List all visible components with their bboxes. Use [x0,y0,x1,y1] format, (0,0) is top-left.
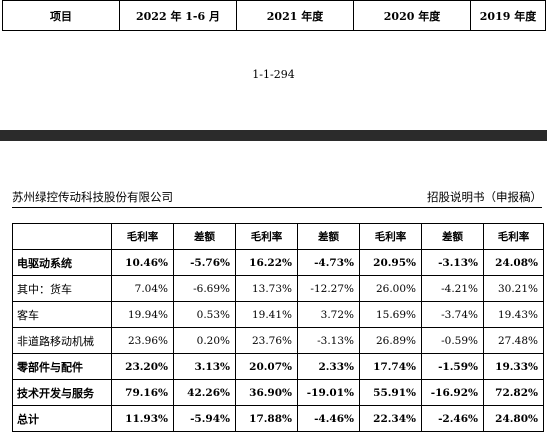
table-header-cell: 毛利率 [111,223,174,250]
table-header-cell: 差额 [173,223,236,250]
running-header: 苏州绿控传动科技股份有限公司 招股说明书（申报稿） [12,189,542,208]
row-label: 其中：货车 [12,275,112,302]
table-cell: 0.53% [173,301,236,328]
table-cell: 7.04% [111,275,174,302]
table-cell: 19.41% [235,301,298,328]
table-cell: 3.72% [297,301,360,328]
table-cell: -4.21% [421,275,484,302]
top-header-cell: 2019 年度 [470,0,546,31]
table-cell: 19.33% [483,353,544,380]
top-header-cell: 2020 年度 [353,0,471,31]
table-cell: 13.73% [235,275,298,302]
table-header-cell: 差额 [297,223,360,250]
table-cell: 3.13% [173,353,236,380]
table-cell: -4.73% [297,249,360,276]
table-cell: -0.59% [421,327,484,354]
table-cell: 16.22% [235,249,298,276]
table-cell: -3.74% [421,301,484,328]
table-cell: 17.74% [359,353,422,380]
table-row: 技术开发与服务 79.16% 42.26% 36.90% -19.01% 55.91% -1… [12,379,544,406]
table-cell: -19.01% [297,379,360,406]
table-cell: 10.46% [111,249,174,276]
table-cell: 19.43% [483,301,544,328]
table-header-cell: 毛利率 [235,223,298,250]
table-cell: 23.76% [235,327,298,354]
table-cell: 24.08% [483,249,544,276]
table-cell: -16.92% [421,379,484,406]
table-cell: 20.07% [235,353,298,380]
gross-margin-table: 毛利率 差额 毛利率 差额 毛利率 差额 毛利率 电驱动系统 10.46% -5.76% 16.22… [12,223,544,432]
document-name: 招股说明书（申报稿） [427,190,542,204]
table-header-cell: 毛利率 [483,223,544,250]
table-header-cell: 差额 [421,223,484,250]
table-cell: 55.91% [359,379,422,406]
table-cell: 79.16% [111,379,174,406]
top-header-row: 项目 2022 年 1-6 月 2021 年度 2020 年度 2019 年度 [2,0,546,31]
table-header-empty [12,223,112,250]
table-row: 非道路移动机械 23.96% 0.20% 23.76% -3.13% 26.89% -0.5… [12,327,544,354]
row-label: 非道路移动机械 [12,327,112,354]
table-cell: 30.21% [483,275,544,302]
table-cell: 19.94% [111,301,174,328]
top-header-cell: 项目 [2,0,120,31]
table-cell: 42.26% [173,379,236,406]
table-cell: -3.13% [421,249,484,276]
table-cell: 72.82% [483,379,544,406]
table-cell: -6.69% [173,275,236,302]
table-cell: 27.48% [483,327,544,354]
table-cell: 23.20% [111,353,174,380]
table-cell: 0.20% [173,327,236,354]
table-cell: 36.90% [235,379,298,406]
table-cell: 20.95% [359,249,422,276]
table-row: 零部件与配件 23.20% 3.13% 20.07% 2.33% 17.74% -1.59%… [12,353,544,380]
top-header-cell: 2021 年度 [236,0,354,31]
top-header-table: 项目 2022 年 1-6 月 2021 年度 2020 年度 2019 年度 [2,0,546,31]
table-cell: -12.27% [297,275,360,302]
row-label: 客车 [12,301,112,328]
row-label: 电驱动系统 [12,249,112,276]
table-cell: 26.89% [359,327,422,354]
table-cell: 23.96% [111,327,174,354]
table-cell: -3.13% [297,327,360,354]
page-number: 1-1-294 [252,68,295,81]
row-label: 零部件与配件 [12,353,112,380]
table-header-cell: 毛利率 [359,223,422,250]
table-cell: -5.76% [173,249,236,276]
table-header-row: 毛利率 差额 毛利率 差额 毛利率 差额 毛利率 [12,223,544,250]
top-header-cell: 2022 年 1-6 月 [119,0,237,31]
table-cell: 26.00% [359,275,422,302]
table-row: 客车 19.94% 0.53% 19.41% 3.72% 15.69% -3.74% 19.4… [12,301,544,328]
table-cell: 15.69% [359,301,422,328]
company-name: 苏州绿控传动科技股份有限公司 [12,190,173,204]
table-cell: 2.33% [297,353,360,380]
table-row: 其中：货车 7.04% -6.69% 13.73% -12.27% 26.00% -4.21… [12,275,544,302]
table-row: 电驱动系统 10.46% -5.76% 16.22% -4.73% 20.95% -3.13… [12,249,544,276]
page-break-bar [0,130,547,141]
table-cell: -1.59% [421,353,484,380]
row-label: 技术开发与服务 [12,379,112,406]
